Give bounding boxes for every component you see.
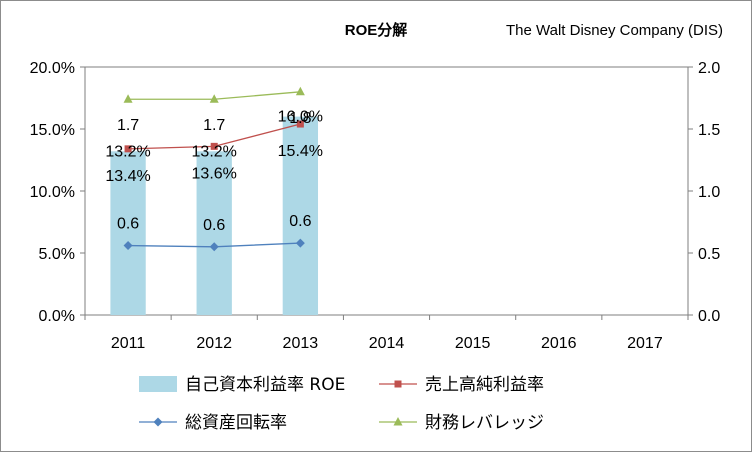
- marker-diamond: [295, 238, 305, 248]
- marker-diamond: [123, 241, 133, 251]
- x-axis-tick-label: 2017: [627, 335, 663, 352]
- data-label-roe: 13.2%: [192, 143, 237, 160]
- data-label-leverage: 1.7: [117, 117, 139, 134]
- marker-square: [210, 142, 218, 150]
- x-axis-tick-label: 2016: [541, 335, 577, 352]
- data-label-turnover: 0.6: [289, 213, 311, 230]
- bar-roe: [110, 151, 146, 315]
- legend-label-roe: 自己資本利益率 ROE: [185, 375, 345, 395]
- marker-square: [124, 145, 132, 153]
- right-axis-tick-label: 1.0: [698, 184, 720, 201]
- marker-triangle: [295, 86, 305, 96]
- data-label-roe: 13.2%: [105, 143, 150, 160]
- data-label-margin: 13.6%: [192, 165, 237, 182]
- left-axis-tick-label: 10.0%: [30, 184, 75, 201]
- marker-triangle: [393, 417, 403, 426]
- right-axis-tick-label: 0.5: [698, 246, 720, 263]
- marker-square: [394, 380, 402, 388]
- data-label-margin: 15.4%: [278, 143, 323, 160]
- data-label-margin: 13.4%: [105, 168, 150, 185]
- marker-diamond: [153, 417, 163, 427]
- bar-roe: [282, 116, 319, 315]
- legend-label-leverage: 財務レバレッジ: [425, 413, 544, 433]
- left-axis-tick-label: 20.0%: [30, 60, 75, 77]
- legend-label-turnover: 総資産回転率: [185, 413, 287, 433]
- legend-label-margin: 売上高純利益率: [425, 375, 544, 395]
- left-axis-tick-label: 0.0%: [39, 308, 75, 325]
- data-label-turnover: 0.6: [117, 216, 139, 233]
- company-name: The Walt Disney Company (DIS): [506, 22, 723, 39]
- left-axis-tick-label: 5.0%: [39, 246, 75, 263]
- x-axis-tick-label: 2014: [369, 335, 405, 352]
- data-label-turnover: 0.6: [203, 217, 225, 234]
- bar-roe: [196, 151, 232, 315]
- x-axis-tick-label: 2013: [283, 335, 319, 352]
- marker-square: [296, 120, 304, 128]
- x-axis-tick-label: 2012: [196, 335, 232, 352]
- data-label-leverage: 1.8: [289, 110, 311, 127]
- legend-swatch-roe: [139, 376, 177, 392]
- left-axis-tick-label: 15.0%: [30, 122, 75, 139]
- marker-triangle: [123, 94, 133, 103]
- chart-title: ROE分解: [345, 21, 408, 39]
- x-axis-tick-label: 2011: [111, 335, 146, 352]
- right-axis-tick-label: 1.5: [698, 122, 720, 139]
- plot-area: [84, 66, 689, 316]
- x-axis-tick-label: 2015: [455, 335, 491, 352]
- data-label-roe: 16.0%: [278, 109, 323, 126]
- data-label-leverage: 1.7: [203, 117, 225, 134]
- right-axis-tick-label: 0.0: [698, 308, 720, 325]
- marker-diamond: [209, 242, 219, 252]
- marker-triangle: [209, 94, 219, 103]
- right-axis-tick-label: 2.0: [698, 60, 720, 77]
